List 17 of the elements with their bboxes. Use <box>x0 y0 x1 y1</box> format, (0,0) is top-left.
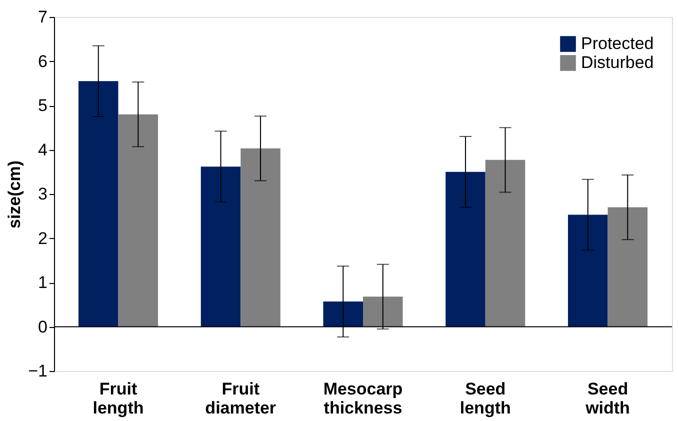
y-tick-label: 3 <box>38 184 48 204</box>
legend-label: Disturbed <box>581 53 654 72</box>
y-tick-label: 2 <box>38 228 48 248</box>
y-tick-label: 0 <box>38 317 48 336</box>
y-tick-label: −1 <box>28 362 48 380</box>
y-tick-label: 6 <box>38 52 48 71</box>
x-tick-label: Seed length <box>460 380 511 418</box>
y-axis-title: size(cm) <box>5 160 24 229</box>
x-tick-label: Fruit diameter <box>205 380 276 418</box>
y-tick-label: 7 <box>38 8 48 26</box>
x-tick-label: Seed width <box>584 380 630 418</box>
x-tick-label: Fruit length <box>92 380 144 418</box>
y-tick-label: 4 <box>38 140 48 160</box>
legend-label: Protected <box>581 34 654 53</box>
y-tick-label: 5 <box>38 96 48 115</box>
x-tick-label: Mesocarp thickness <box>323 380 403 418</box>
y-tick-label: 1 <box>38 273 48 292</box>
